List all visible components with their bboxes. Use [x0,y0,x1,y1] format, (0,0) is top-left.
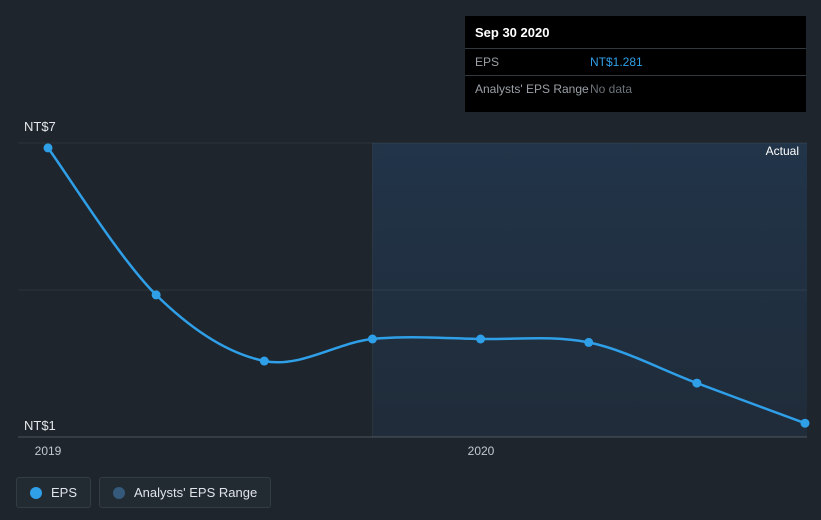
legend-item-eps[interactable]: EPS [16,477,92,508]
eps-data-point-6[interactable] [692,378,702,388]
legend-analysts-eps-range-label: Analysts' EPS Range [134,485,258,500]
x-axis-tick-2019: 2019 [34,444,62,458]
actual-region-label: Actual [765,144,799,158]
x-axis-tick-2020: 2020 [467,444,495,458]
eps-data-point-0[interactable] [43,143,53,153]
chart-tooltip: Sep 30 2020 EPS NT$1.281 Analysts' EPS R… [465,16,806,112]
tooltip-date: Sep 30 2020 [475,25,550,40]
chart-legend: EPS Analysts' EPS Range [16,477,272,508]
eps-data-point-7[interactable] [800,418,810,428]
eps-data-point-3[interactable] [367,334,377,344]
eps-data-point-4[interactable] [476,334,486,344]
eps-data-point-5[interactable] [584,337,594,347]
y-axis-label-top: NT$7 [24,119,56,134]
tooltip-eps-value: NT$1.281 [590,55,643,69]
tooltip-row-eps: EPS NT$1.281 [465,48,806,75]
tooltip-range-value: No data [590,82,633,96]
legend-item-analysts-eps-range[interactable]: Analysts' EPS Range [99,477,272,508]
eps-data-point-2[interactable] [259,356,269,366]
tooltip-row-range: Analysts' EPS Range No data [465,75,806,102]
legend-eps-label: EPS [51,485,78,500]
eps-data-point-1[interactable] [151,290,161,300]
tooltip-range-label: Analysts' EPS Range [475,82,589,96]
tooltip-eps-label: EPS [475,55,500,69]
y-axis-label-bottom: NT$1 [24,418,56,433]
eps-series-dot-icon [30,486,42,499]
analysts-eps-range-dot-icon [113,486,126,499]
actual-region-shading [372,143,807,437]
